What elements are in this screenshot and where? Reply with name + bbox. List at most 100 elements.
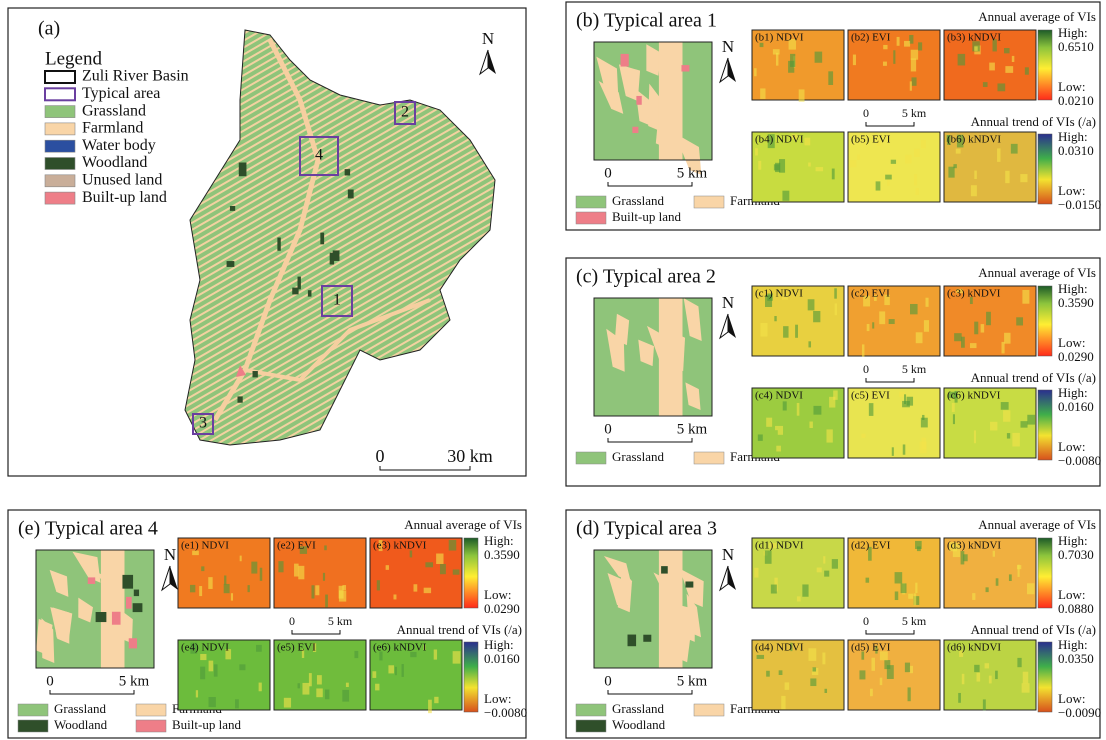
scale-label: 0 (863, 106, 869, 120)
colorbar-low-value: −0.0080 (484, 705, 527, 720)
vi-texture (240, 556, 242, 562)
vi-texture (857, 154, 859, 159)
north-label: N (722, 37, 734, 56)
colorbar-low-label: Low: (484, 691, 511, 706)
inset-map (594, 550, 712, 668)
vi-texture (972, 593, 975, 600)
vi-texture (248, 585, 250, 592)
vi-map-label: (c3) kNDVI (947, 288, 1001, 300)
vi-texture (817, 568, 822, 573)
scale-label: 0 (289, 614, 295, 628)
scale-label: 5 km (902, 362, 927, 376)
vi-texture (278, 561, 283, 572)
legend-swatch (18, 704, 48, 716)
vi-map-label: (e6) kNDVI (373, 642, 427, 654)
vi-texture (891, 160, 896, 164)
vi-map-label: (e5) EVI (277, 642, 316, 654)
vi-texture (428, 700, 432, 713)
vi-texture (782, 191, 789, 201)
vi-texture (199, 586, 202, 596)
vi-texture (925, 298, 928, 307)
vi-texture (828, 71, 833, 85)
patch (643, 635, 651, 642)
vi-texture (804, 138, 810, 146)
vi-texture (948, 167, 954, 178)
vi-texture (974, 171, 977, 179)
colorbar (1038, 642, 1052, 712)
vi-texture (917, 546, 921, 551)
scale-label: 0 (863, 614, 869, 628)
legend-swatch (45, 192, 75, 204)
vi-texture (892, 447, 894, 456)
vi-map-label: (d2) EVI (851, 540, 891, 552)
vi-texture (861, 434, 865, 438)
colorbar-low-value: −0.0090 (1058, 705, 1101, 720)
legend-label: Woodland (82, 154, 147, 171)
vi-texture (424, 588, 431, 593)
vi-texture (375, 684, 379, 691)
vi-texture (824, 571, 829, 577)
patch (88, 577, 95, 584)
vi-texture (924, 320, 929, 332)
vi-texture (209, 697, 216, 707)
legend-title: Legend (45, 48, 102, 69)
legend-swatch (694, 196, 724, 208)
vi-texture (921, 418, 928, 428)
scale-label: 5 km (677, 673, 708, 689)
vi-texture (436, 554, 443, 564)
vi-texture (754, 68, 757, 76)
vi-texture (912, 77, 917, 85)
colorbar-high-label: High: (1058, 281, 1088, 296)
woodland-patch (227, 261, 235, 267)
colorbar-low-label: Low: (1058, 439, 1085, 454)
colorbar-high-value: 0.0350 (1058, 651, 1094, 666)
vi-texture (974, 665, 979, 672)
colorbar-high-label: High: (1058, 533, 1088, 548)
vi-texture (760, 323, 767, 337)
vi-texture (833, 390, 838, 399)
vi-texture (342, 585, 346, 590)
vi-texture (774, 316, 776, 321)
vi-texture (869, 403, 874, 416)
vi-texture (200, 667, 205, 680)
vi-texture (954, 333, 962, 341)
scale-label: 5 km (677, 165, 708, 181)
legend-label: Woodland (612, 717, 666, 732)
vi-texture (983, 699, 986, 710)
vi-texture (956, 149, 961, 154)
colorbar-low-value: 0.0290 (484, 601, 520, 616)
figure: (a)LegendZuli River BasinTypical areaGra… (0, 0, 1106, 740)
vi-texture (414, 584, 418, 591)
inset-map (36, 550, 154, 668)
vi-texture (1025, 67, 1029, 74)
vi-texture (953, 414, 955, 424)
north-label: N (722, 293, 734, 312)
legend-swatch (45, 175, 75, 187)
patch (133, 603, 143, 612)
vi-texture (1001, 402, 1009, 410)
vi-texture (903, 444, 906, 454)
colorbar (1038, 30, 1052, 100)
vi-texture (850, 160, 856, 167)
patch (122, 575, 133, 589)
vi-texture (853, 55, 856, 66)
legend-label: Grassland (54, 701, 106, 716)
vi-texture (758, 161, 761, 170)
legend-label: Grassland (612, 701, 664, 716)
colorbar-low-value: −0.0150 (1058, 197, 1101, 212)
patch (621, 54, 629, 67)
colorbar (1038, 538, 1052, 608)
colorbar-low-value: 0.0210 (1058, 93, 1094, 108)
vi-texture (952, 403, 955, 412)
vi-texture (190, 585, 195, 592)
vi-texture (885, 175, 892, 180)
vi-texture (1022, 290, 1029, 304)
vi-texture (974, 322, 978, 335)
legend-swatch (45, 71, 75, 83)
vi-texture (1017, 565, 1021, 569)
vi-texture (783, 326, 788, 338)
vi-texture (808, 162, 811, 166)
legend-label: Zuli River Basin (82, 68, 189, 85)
scale-label: 0 (46, 673, 54, 689)
woodland-patch (298, 277, 301, 290)
